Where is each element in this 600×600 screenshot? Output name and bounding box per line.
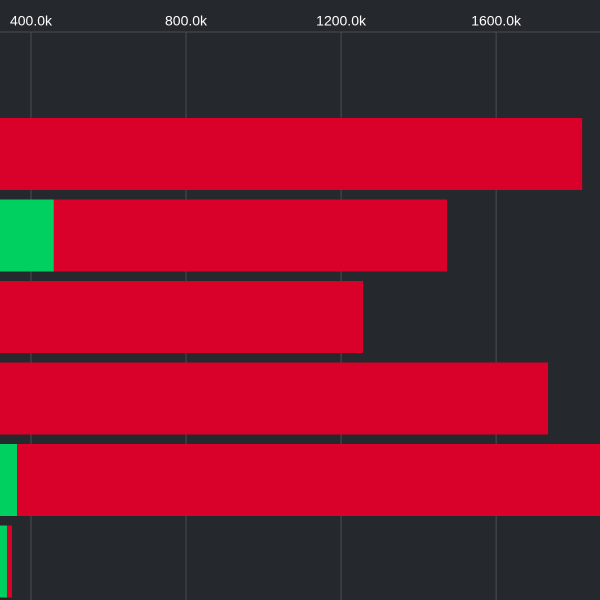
- bar-segment: [0, 118, 583, 190]
- x-tick-label: 1600.0k: [471, 13, 522, 29]
- bar-segment: [0, 525, 7, 598]
- tick-labels: 400.0k 800.0k 1200.0k 1600.0k: [10, 13, 522, 29]
- bar-segment: [53, 199, 448, 272]
- bar-segment: [6, 525, 13, 598]
- bar-segment: [0, 362, 549, 435]
- x-tick-label: 400.0k: [10, 13, 53, 29]
- bars: [0, 118, 600, 598]
- bar-segment: [0, 281, 364, 353]
- x-tick-label: 800.0k: [165, 13, 208, 29]
- bar-segment: [0, 199, 54, 272]
- bar-segment: [0, 444, 18, 516]
- x-tick-label: 1200.0k: [316, 13, 367, 29]
- bar-segment: [17, 444, 600, 516]
